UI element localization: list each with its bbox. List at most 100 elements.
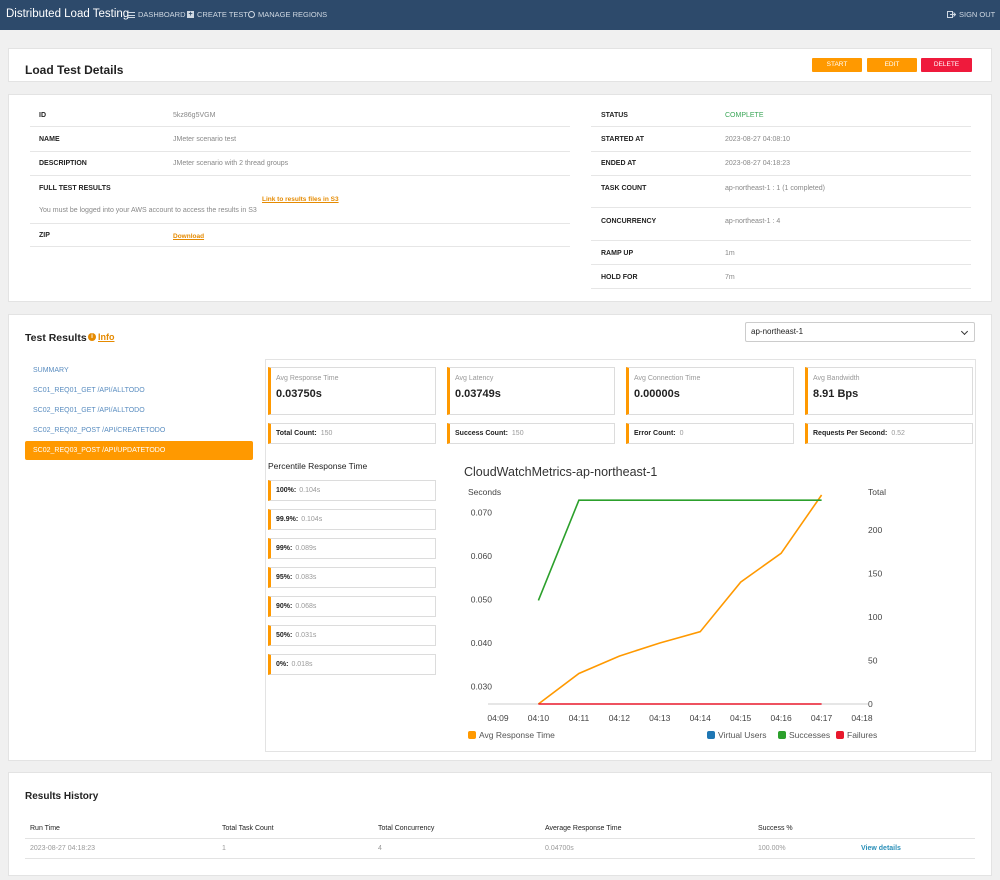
detail-label: STATUS xyxy=(601,112,628,119)
percentile-value: 0.104s xyxy=(299,487,321,494)
chart-title: CloudWatchMetrics-ap-northeast-1 xyxy=(464,465,657,479)
legend-swatch xyxy=(836,731,844,739)
percentile-label: 50%: xyxy=(276,632,293,639)
y-axis-right-label: Total xyxy=(868,487,886,497)
detail-row-id: ID 5kz86g5VGM xyxy=(30,105,570,127)
x-tick-label: 04:16 xyxy=(770,713,792,723)
sidebar-item-sc02-req02[interactable]: SC02_REQ02_POST /API/CREATETODO xyxy=(33,427,166,434)
results-panel xyxy=(265,359,976,752)
details-card xyxy=(8,94,992,302)
start-button[interactable]: START xyxy=(812,58,862,72)
y-left-tick-label: 0.050 xyxy=(471,595,493,605)
history-divider xyxy=(25,838,975,839)
nav-dashboard[interactable]: DASHBOARD xyxy=(128,10,186,19)
count-label: Requests Per Second: xyxy=(813,430,888,437)
percentile-value: 0.031s xyxy=(295,632,317,639)
sidebar-item-summary[interactable]: SUMMARY xyxy=(33,367,69,374)
detail-value: JMeter scenario with 2 thread groups xyxy=(173,160,289,167)
metric-avg-connection-time: Avg Connection Time 0.00000s xyxy=(626,367,794,415)
y-right-tick-label: 100 xyxy=(868,612,882,622)
app-title[interactable]: Distributed Load Testing xyxy=(6,8,130,20)
percentile-label: 0%: xyxy=(276,661,289,668)
chevron-down-icon xyxy=(960,327,969,336)
detail-value: 5kz86g5VGM xyxy=(173,112,216,119)
count-value: 150 xyxy=(320,430,333,437)
detail-value: 7m xyxy=(725,274,735,281)
s3-results-link[interactable]: Link to results files in S3 xyxy=(262,196,339,203)
delete-button[interactable]: DELETE xyxy=(921,58,972,72)
legend-label: Failures xyxy=(847,730,877,740)
s3-login-note: You must be logged into your AWS account… xyxy=(39,207,257,214)
page-title: Load Test Details xyxy=(25,63,124,77)
x-tick-label: 04:10 xyxy=(528,713,550,723)
percentile-50: 50%: 0.031s xyxy=(268,625,436,646)
detail-value: ap-northeast-1 : 1 (1 completed) xyxy=(725,185,825,192)
legend-label: Avg Response Time xyxy=(479,730,555,740)
detail-label: ENDED AT xyxy=(601,160,636,167)
percentile-value: 0.018s xyxy=(291,661,313,668)
y-right-tick-label: 200 xyxy=(868,525,882,535)
x-tick-label: 04:11 xyxy=(569,713,590,723)
percentile-label: 99%: xyxy=(276,545,293,552)
y-left-tick-label: 0.040 xyxy=(471,638,493,648)
info-link[interactable]: Info xyxy=(98,332,115,342)
history-task-count: 1 xyxy=(222,845,226,852)
metric-label: Avg Bandwidth xyxy=(813,375,860,382)
edit-button[interactable]: EDIT xyxy=(867,58,917,72)
sidebar-item-sc01-req01[interactable]: SC01_REQ01_GET /API/ALLTODO xyxy=(33,387,145,394)
detail-value: 2023-08-27 04:18:23 xyxy=(725,160,790,167)
percentile-95: 95%: 0.083s xyxy=(268,567,436,588)
detail-row-started: STARTED AT 2023-08-27 04:08:10 xyxy=(591,128,971,152)
x-tick-label: 04:18 xyxy=(851,713,873,723)
legend-swatch xyxy=(778,731,786,739)
metric-label: Avg Response Time xyxy=(276,375,339,382)
globe-icon xyxy=(248,11,255,18)
sidebar-item-sc02-req03[interactable]: SC02_REQ03_POST /API/UPDATETODO xyxy=(25,441,253,460)
region-select[interactable]: ap-northeast-1 xyxy=(745,322,975,342)
detail-label: RAMP UP xyxy=(601,250,634,257)
results-history-card xyxy=(8,772,992,876)
metric-value: 0.00000s xyxy=(634,388,680,400)
percentile-value: 0.068s xyxy=(295,603,317,610)
detail-row-ramp-up: RAMP UP 1m xyxy=(591,241,971,265)
history-run-time: 2023-08-27 04:18:23 xyxy=(30,845,95,852)
list-icon xyxy=(128,11,135,18)
metric-label: Avg Latency xyxy=(455,375,494,382)
percentile-label: 100%: xyxy=(276,487,297,494)
zip-download-link[interactable]: Download xyxy=(173,233,205,240)
history-success: 100.00% xyxy=(758,845,786,852)
detail-row-name: NAME JMeter scenario test xyxy=(30,128,570,152)
history-header: Total Concurrency xyxy=(378,825,435,832)
legend-label: Virtual Users xyxy=(718,730,767,740)
nav-create-test[interactable]: + CREATE TEST xyxy=(187,10,248,19)
y-right-tick-label: 0 xyxy=(868,699,873,709)
nav-create-test-label: CREATE TEST xyxy=(197,10,248,19)
metric-label: Avg Connection Time xyxy=(634,375,701,382)
nav-dashboard-label: DASHBOARD xyxy=(138,10,186,19)
info-icon[interactable]: i xyxy=(88,333,96,341)
series-line-successes xyxy=(537,499,822,601)
nav-manage-regions-label: MANAGE REGIONS xyxy=(258,10,328,19)
sidebar-item-sc02-req01[interactable]: SC02_REQ01_GET /API/ALLTODO xyxy=(33,407,145,414)
detail-row-task-count: TASK COUNT ap-northeast-1 : 1 (1 complet… xyxy=(591,176,971,208)
metric-avg-bandwidth: Avg Bandwidth 8.91 Bps xyxy=(805,367,973,415)
y-left-tick-label: 0.070 xyxy=(471,507,493,517)
percentile-90: 90%: 0.068s xyxy=(268,596,436,617)
view-details-link[interactable]: View details xyxy=(861,845,901,852)
nav-manage-regions[interactable]: MANAGE REGIONS xyxy=(248,10,327,19)
y-axis-left-label: Seconds xyxy=(468,487,501,497)
count-value: 0 xyxy=(679,430,684,437)
history-header: Average Response Time xyxy=(545,825,622,832)
detail-label: NAME xyxy=(39,136,60,143)
metric-avg-response-time: Avg Response Time 0.03750s xyxy=(268,367,436,415)
detail-row-concurrency: CONCURRENCY ap-northeast-1 : 4 xyxy=(591,208,971,241)
x-tick-label: 04:12 xyxy=(609,713,631,723)
count-label: Success Count: xyxy=(455,430,508,437)
plus-icon: + xyxy=(187,11,194,18)
detail-label: STARTED AT xyxy=(601,136,645,143)
nav-sign-out[interactable]: SIGN OUT xyxy=(947,10,995,19)
y-right-tick-label: 150 xyxy=(868,568,882,578)
detail-label: FULL TEST RESULTS xyxy=(39,185,111,192)
history-header: Total Task Count xyxy=(222,825,274,832)
results-history-title: Results History xyxy=(25,791,99,802)
